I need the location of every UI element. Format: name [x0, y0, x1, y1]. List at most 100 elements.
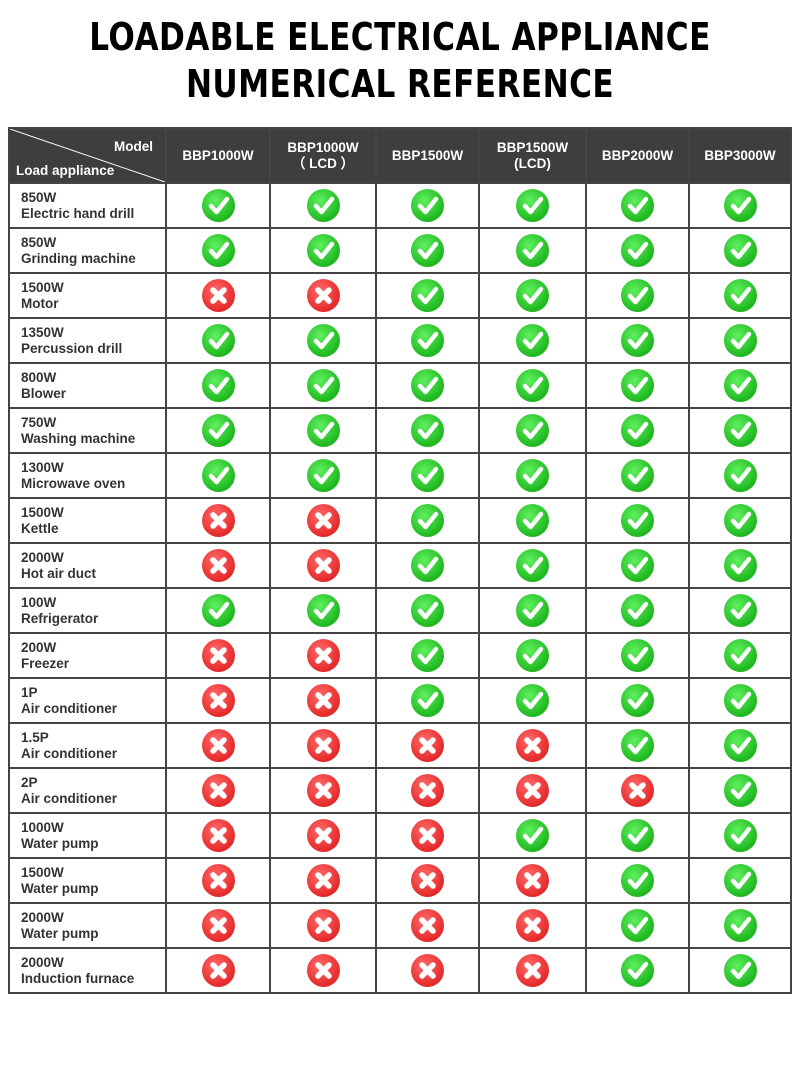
x-circle-icon — [516, 774, 549, 807]
appliance-name: Grinding machine — [21, 250, 136, 266]
appliance-cell: 2000W Hot air duct — [8, 542, 167, 589]
support-cell — [688, 812, 792, 859]
appliance-name: Air conditioner — [21, 700, 118, 716]
support-cell — [688, 587, 792, 634]
check-circle-icon — [516, 234, 549, 267]
appliance-name: Water pump — [21, 835, 99, 851]
support-cell — [478, 542, 587, 589]
support-cell — [269, 902, 377, 949]
appliance-name: Washing machine — [21, 430, 136, 446]
check-circle-icon — [516, 594, 549, 627]
model-variant: （ LCD ） — [291, 155, 355, 171]
check-circle-icon — [201, 414, 235, 447]
title-line-1: LOADABLE ELECTRICAL APPLIANCE — [89, 15, 711, 59]
support-cell — [585, 947, 690, 994]
x-circle-icon — [201, 549, 235, 582]
support-cell — [478, 767, 587, 814]
table-row: 2000W Water pump — [8, 902, 792, 949]
check-circle-icon — [516, 549, 549, 582]
support-cell — [375, 857, 480, 904]
support-cell — [478, 857, 587, 904]
x-circle-icon — [411, 909, 444, 942]
corner-header: Model Load appliance — [8, 127, 167, 184]
check-circle-icon — [411, 639, 444, 672]
appliance-cell: 1500W Kettle — [8, 497, 167, 544]
diagonal-divider — [10, 129, 165, 182]
model-variant: (LCD) — [514, 155, 551, 171]
support-cell — [688, 902, 792, 949]
support-cell — [688, 317, 792, 364]
appliance-name: Air conditioner — [21, 790, 118, 806]
table-row: 1350W Percussion drill — [8, 317, 792, 364]
check-circle-icon — [411, 369, 444, 402]
x-circle-icon — [306, 864, 340, 897]
check-circle-icon — [306, 189, 340, 222]
check-circle-icon — [723, 324, 757, 357]
check-circle-icon — [516, 639, 549, 672]
appliance-power: 1500W — [21, 279, 64, 295]
appliance-cell: 1.5P Air conditioner — [8, 722, 167, 769]
support-cell — [478, 947, 587, 994]
appliance-power: 200W — [21, 639, 57, 655]
check-circle-icon — [516, 459, 549, 492]
check-circle-icon — [723, 504, 757, 537]
support-cell — [269, 362, 377, 409]
check-circle-icon — [306, 459, 340, 492]
appliance-cell: 2000W Induction furnace — [8, 947, 167, 994]
support-cell — [165, 722, 271, 769]
appliance-cell: 1000W Water pump — [8, 812, 167, 859]
check-circle-icon — [723, 459, 757, 492]
check-circle-icon — [621, 549, 654, 582]
appliance-cell: 1350W Percussion drill — [8, 317, 167, 364]
support-cell — [269, 632, 377, 679]
header-row: Model Load appliance BBP1000W BBP1000W （ L… — [8, 127, 792, 184]
x-circle-icon — [306, 774, 340, 807]
support-cell — [269, 812, 377, 859]
x-circle-icon — [201, 774, 235, 807]
check-circle-icon — [723, 864, 757, 897]
support-cell — [165, 767, 271, 814]
support-cell — [585, 767, 690, 814]
appliance-cell: 850W Electric hand drill — [8, 182, 167, 229]
support-cell — [585, 272, 690, 319]
appliance-name: Kettle — [21, 520, 59, 536]
support-cell — [688, 272, 792, 319]
support-cell — [585, 857, 690, 904]
check-circle-icon — [411, 504, 444, 537]
support-cell — [375, 407, 480, 454]
table-row: 100W Refrigerator — [8, 587, 792, 634]
appliance-power: 1500W — [21, 504, 64, 520]
page-title: LOADABLE ELECTRICAL APPLIANCE NUMERICAL … — [72, 14, 728, 108]
support-cell — [478, 677, 587, 724]
table-row: 750W Washing machine — [8, 407, 792, 454]
appliance-name: Percussion drill — [21, 340, 123, 356]
appliance-power: 850W — [21, 234, 57, 250]
check-circle-icon — [621, 369, 654, 402]
check-circle-icon — [621, 729, 654, 762]
appliance-power: 2000W — [21, 909, 64, 925]
appliance-name: Microwave oven — [21, 475, 126, 491]
support-cell — [269, 677, 377, 724]
x-circle-icon — [516, 864, 549, 897]
check-circle-icon — [621, 234, 654, 267]
check-circle-icon — [723, 819, 757, 852]
appliance-power: 2P — [21, 774, 38, 790]
check-circle-icon — [723, 909, 757, 942]
support-cell — [688, 497, 792, 544]
support-cell — [165, 497, 271, 544]
support-cell — [269, 182, 377, 229]
check-circle-icon — [516, 189, 549, 222]
check-circle-icon — [516, 324, 549, 357]
check-circle-icon — [723, 774, 757, 807]
support-cell — [165, 452, 271, 499]
x-circle-icon — [201, 504, 235, 537]
x-circle-icon — [201, 639, 235, 672]
support-cell — [165, 587, 271, 634]
support-cell — [478, 452, 587, 499]
table-row: 800W Blower — [8, 362, 792, 409]
support-cell — [688, 722, 792, 769]
check-circle-icon — [411, 549, 444, 582]
check-circle-icon — [516, 414, 549, 447]
support-cell — [478, 632, 587, 679]
support-cell — [585, 407, 690, 454]
